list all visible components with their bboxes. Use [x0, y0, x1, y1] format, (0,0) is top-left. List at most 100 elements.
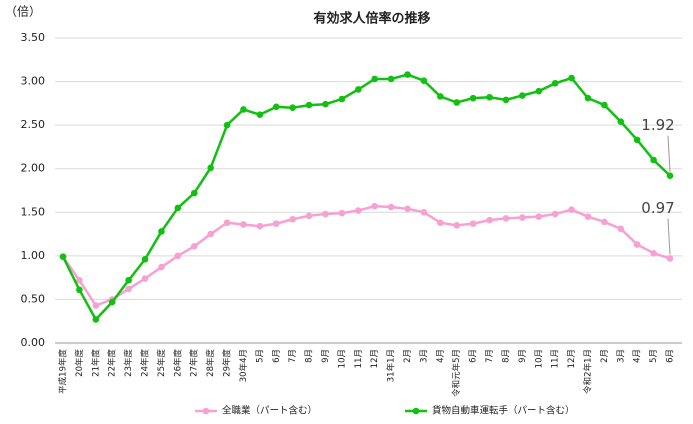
- data-point: [207, 164, 214, 172]
- data-point: [453, 222, 461, 229]
- data-point: [551, 210, 559, 218]
- x-tick-label: 4月: [436, 349, 446, 363]
- leader-line: [667, 218, 671, 255]
- data-point: [272, 103, 280, 111]
- y-tick-label: 1.00: [21, 249, 46, 262]
- x-tick-label: 12月: [370, 349, 380, 368]
- x-tick-label: 29年度: [222, 349, 233, 377]
- x-tick-label: 8月: [305, 349, 315, 363]
- x-tick-label: 10月: [534, 349, 544, 368]
- x-tick-label: 12月: [567, 349, 577, 368]
- data-point: [551, 80, 559, 87]
- y-tick-label: 2.00: [21, 162, 46, 175]
- data-point: [322, 100, 329, 108]
- y-tick-label: 2.50: [21, 118, 46, 131]
- x-tick-label: 2月: [403, 349, 413, 363]
- x-tick-label: 24年度: [140, 349, 151, 377]
- data-point: [617, 225, 625, 233]
- y-tick-label: 0.00: [21, 336, 46, 349]
- data-point: [535, 87, 543, 95]
- data-point: [535, 213, 543, 220]
- data-point: [469, 220, 477, 227]
- data-point: [404, 71, 411, 78]
- x-tick-label: 7月: [288, 349, 298, 363]
- x-tick-label: 22年度: [107, 349, 118, 377]
- data-point: [125, 285, 132, 293]
- data-point: [354, 207, 362, 214]
- legend-marker: [412, 407, 420, 415]
- data-point: [502, 96, 510, 104]
- data-point: [633, 241, 641, 248]
- data-point: [92, 302, 100, 309]
- data-point: [601, 101, 608, 109]
- x-tick-label: 8月: [501, 349, 511, 363]
- data-point: [387, 203, 395, 211]
- data-point: [584, 213, 592, 220]
- x-tick-label: 6月: [469, 349, 479, 363]
- data-point: [322, 210, 329, 218]
- data-point: [289, 215, 296, 223]
- legend-label: 貨物自動車運転手（パート含む）: [432, 405, 575, 417]
- data-point: [272, 220, 280, 227]
- data-point: [141, 256, 149, 263]
- y-axis-label: （倍）: [5, 4, 41, 19]
- chart-title: 有効求人倍率の推移: [313, 11, 430, 27]
- data-point: [190, 189, 198, 197]
- x-tick-label: 令和2年1月: [582, 349, 593, 394]
- data-point: [125, 276, 132, 284]
- data-point: [404, 205, 411, 213]
- x-tick-label: 平成19年度: [58, 349, 69, 394]
- data-point: [584, 94, 592, 102]
- data-label: 0.97: [641, 199, 674, 217]
- x-tick-label: 6月: [272, 349, 282, 363]
- x-tick-label: 27年度: [189, 349, 200, 377]
- data-label: 1.92: [641, 116, 674, 134]
- data-point: [223, 219, 231, 227]
- data-point: [59, 253, 67, 261]
- data-point: [568, 206, 575, 213]
- data-point: [338, 209, 346, 217]
- data-point: [650, 156, 657, 164]
- data-point: [650, 249, 657, 257]
- data-point: [158, 228, 165, 235]
- data-point: [305, 212, 313, 220]
- data-point: [601, 218, 608, 226]
- data-point: [240, 106, 247, 113]
- x-tick-label: 9月: [518, 349, 528, 363]
- data-point: [519, 92, 526, 99]
- data-point: [305, 101, 313, 109]
- data-point: [420, 208, 428, 216]
- y-tick-label: 3.50: [21, 31, 46, 44]
- x-tick-label: 30年4月: [238, 349, 249, 382]
- data-point: [338, 95, 346, 103]
- legend-label: 全職業（パート含む）: [222, 405, 317, 417]
- x-tick-label: 28年度: [205, 349, 216, 377]
- data-point: [108, 298, 116, 306]
- x-tick-label: 9月: [321, 349, 331, 363]
- y-tick-label: 1.50: [21, 205, 46, 218]
- data-point: [76, 276, 83, 284]
- x-tick-label: 2月: [600, 349, 610, 363]
- x-tick-label: 11月: [354, 349, 364, 368]
- leader-line: [667, 135, 671, 172]
- x-tick-label: 3月: [616, 349, 626, 363]
- data-point: [174, 204, 182, 212]
- x-tick-label: 20年度: [74, 349, 85, 377]
- series-line: [61, 73, 671, 322]
- data-point: [486, 216, 493, 224]
- legend-marker: [202, 407, 210, 415]
- data-point: [453, 99, 461, 106]
- data-point: [437, 93, 444, 100]
- x-tick-label: 21年度: [90, 349, 101, 377]
- x-tick-label: 5月: [649, 349, 659, 363]
- y-tick-label: 3.00: [21, 75, 46, 88]
- x-tick-label: 26年度: [172, 349, 183, 377]
- data-point: [76, 286, 83, 294]
- x-tick-label: 23年度: [123, 349, 134, 377]
- data-point: [223, 121, 231, 129]
- x-tick-label: 7月: [485, 349, 495, 363]
- data-point: [666, 255, 674, 262]
- data-point: [371, 75, 379, 83]
- x-tick-label: 令和元年5月: [451, 349, 462, 397]
- x-tick-label: 31年1月: [386, 349, 397, 382]
